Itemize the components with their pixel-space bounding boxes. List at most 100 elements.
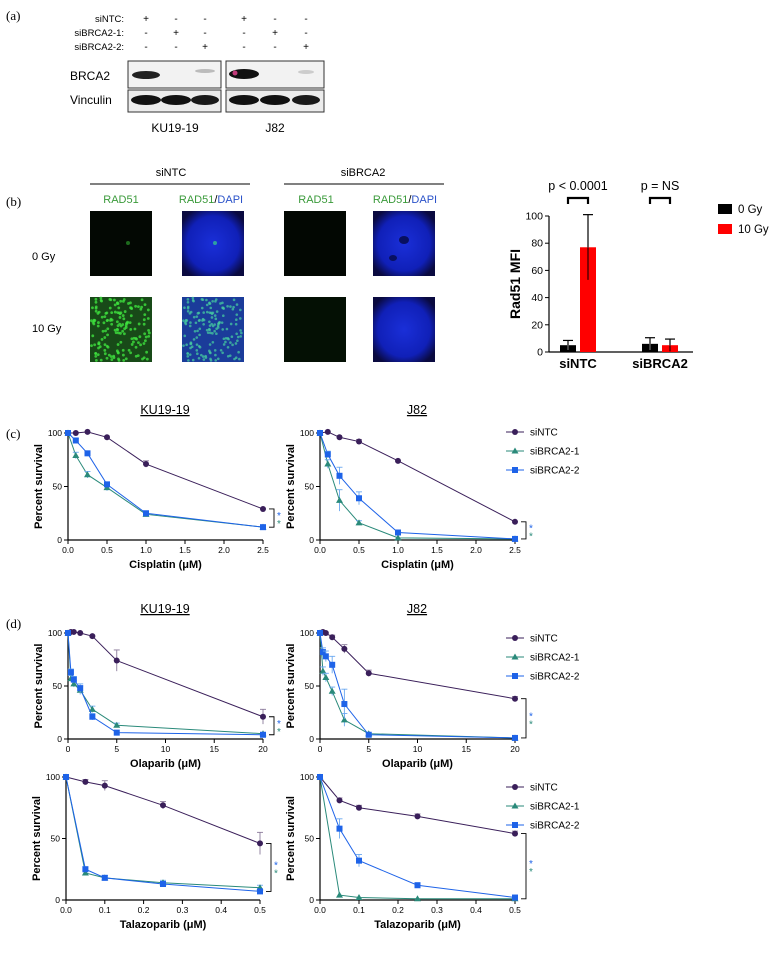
rad51-focus <box>97 341 101 345</box>
merge-label-rad51-2: RAD51 <box>373 194 408 206</box>
x-tick-label: 0.2 <box>392 905 404 915</box>
rad51-focus <box>93 343 97 347</box>
rad51-focus-merge <box>221 351 224 355</box>
significance-star: * <box>529 523 533 534</box>
rad51-focus <box>121 314 125 317</box>
series-line <box>319 431 516 523</box>
x-tick-label: 0.1 <box>99 905 111 915</box>
rad51-focus <box>121 329 125 333</box>
significance-bracket <box>269 508 275 528</box>
rad51-focus-merge <box>216 357 220 361</box>
x-tick-label: 10 <box>413 744 423 754</box>
rad51-focus <box>142 322 146 326</box>
rad51-focus-merge <box>211 332 214 335</box>
category-label: siNTC <box>559 356 597 371</box>
x-axis-label: Olaparib (μM) <box>130 758 201 770</box>
significance-bracket <box>521 521 527 540</box>
data-point-sibrca2-2 <box>512 822 518 828</box>
rad51-focus-merge <box>195 349 199 352</box>
rad51-focus <box>103 343 107 347</box>
legend-label: siBRCA2-1 <box>530 802 580 813</box>
rad51-focus-merge <box>222 314 225 317</box>
rad51-focus-merge <box>207 327 211 331</box>
chart-rad51-mfi: 0 20 40 60 80 100 Rad51 MFI siNTC p < 0.0001 siBR… <box>507 179 769 371</box>
y-tick-label: 50 <box>53 482 63 492</box>
wb-sign-grid: + - - + - - - + - - + - - - + - - + <box>143 14 309 53</box>
rad51-focus <box>117 359 121 362</box>
rad51-focus-merge <box>230 335 234 338</box>
rad51-focus-merge <box>205 298 208 302</box>
rad51-focus-merge <box>205 310 209 314</box>
legend-label: siBRCA2-2 <box>530 466 580 477</box>
rad51-focus <box>134 345 138 349</box>
rad51-focus-merge <box>204 354 207 358</box>
rad51-focus <box>91 306 94 310</box>
significance-star: * <box>277 719 281 730</box>
rad51-focus-merge <box>225 327 229 331</box>
rad51-focus-merge <box>216 326 220 329</box>
significance-star: * <box>277 511 281 522</box>
data-point-sintc <box>356 438 362 445</box>
wb-cellline-j82: J82 <box>265 121 285 135</box>
data-point-sibrca2-1 <box>511 653 519 660</box>
rad51-focus <box>145 357 149 361</box>
rad51-focus <box>137 305 140 309</box>
data-point-sintc <box>512 830 518 837</box>
rad51-focus-merge <box>198 327 202 331</box>
series-legend: siNTC siBRCA2-1 siBRCA2-2 <box>506 783 580 832</box>
rad51-focus <box>112 354 116 358</box>
y-tick-label: 100 <box>300 772 314 782</box>
x-axis-label: Cisplatin (μM) <box>381 559 454 571</box>
wb-sign: + <box>241 14 247 25</box>
rad51-focus <box>127 302 130 305</box>
rad51-focus-merge <box>231 343 234 347</box>
data-point-sibrca2-2 <box>77 685 84 692</box>
significance-star: * <box>529 531 533 542</box>
rad51-focus-merge <box>222 343 226 346</box>
rad51-focus-merge <box>229 305 232 308</box>
rad51-focus <box>94 297 98 301</box>
y-tick-label: 50 <box>305 834 315 844</box>
data-point-sibrca2-1 <box>336 891 343 898</box>
series-legend: siNTC siBRCA2-1 siBRCA2-2 <box>506 428 580 477</box>
data-point-sibrca2-2 <box>101 874 108 881</box>
rad51-focus-merge <box>231 307 235 311</box>
if-img-sibrca2-10gy-rad51 <box>284 297 346 362</box>
series-line <box>67 432 264 528</box>
chart-title: J82 <box>407 403 427 417</box>
rad51-focus <box>119 340 123 344</box>
rad51-focus <box>113 303 117 307</box>
rad51-focus <box>109 317 113 321</box>
rad51-focus <box>110 311 114 315</box>
y-tick-label: 20 <box>531 319 543 331</box>
significance-star: * <box>529 867 533 878</box>
rad51-focus <box>116 331 120 335</box>
rad51-focus-merge <box>182 344 185 347</box>
if-nucleus-hole-2 <box>389 255 397 261</box>
rad51-focus <box>96 353 100 357</box>
x-tick-label: 5 <box>114 744 119 754</box>
rad51-focus-merge <box>221 301 224 305</box>
data-point-sibrca2-2 <box>336 472 343 479</box>
data-point-sibrca2-1 <box>81 869 89 876</box>
category-label: siBRCA2 <box>632 356 688 371</box>
series-line <box>319 631 516 700</box>
y-axis-label: Percent survival <box>31 796 43 881</box>
series-line <box>65 776 261 844</box>
data-point-sibrca2-2 <box>317 430 323 436</box>
y-tick-label: 50 <box>53 681 63 691</box>
rad51-focus-merge <box>210 316 214 319</box>
chart-title: J82 <box>407 602 427 616</box>
rad51-focus-merge <box>194 321 198 325</box>
rad51-focus-merge <box>211 324 215 328</box>
rad51-focus-merge <box>208 302 211 305</box>
x-tick-label: 15 <box>462 744 472 754</box>
rad51-focus <box>118 312 122 316</box>
data-point-sintc <box>260 713 266 720</box>
rad51-focus <box>142 356 146 360</box>
rad51-focus <box>97 321 100 324</box>
rad51-focus <box>115 327 119 331</box>
x-tick-label: 0.0 <box>314 905 326 915</box>
rad51-focus <box>119 324 123 328</box>
rad51-focus <box>138 335 142 339</box>
